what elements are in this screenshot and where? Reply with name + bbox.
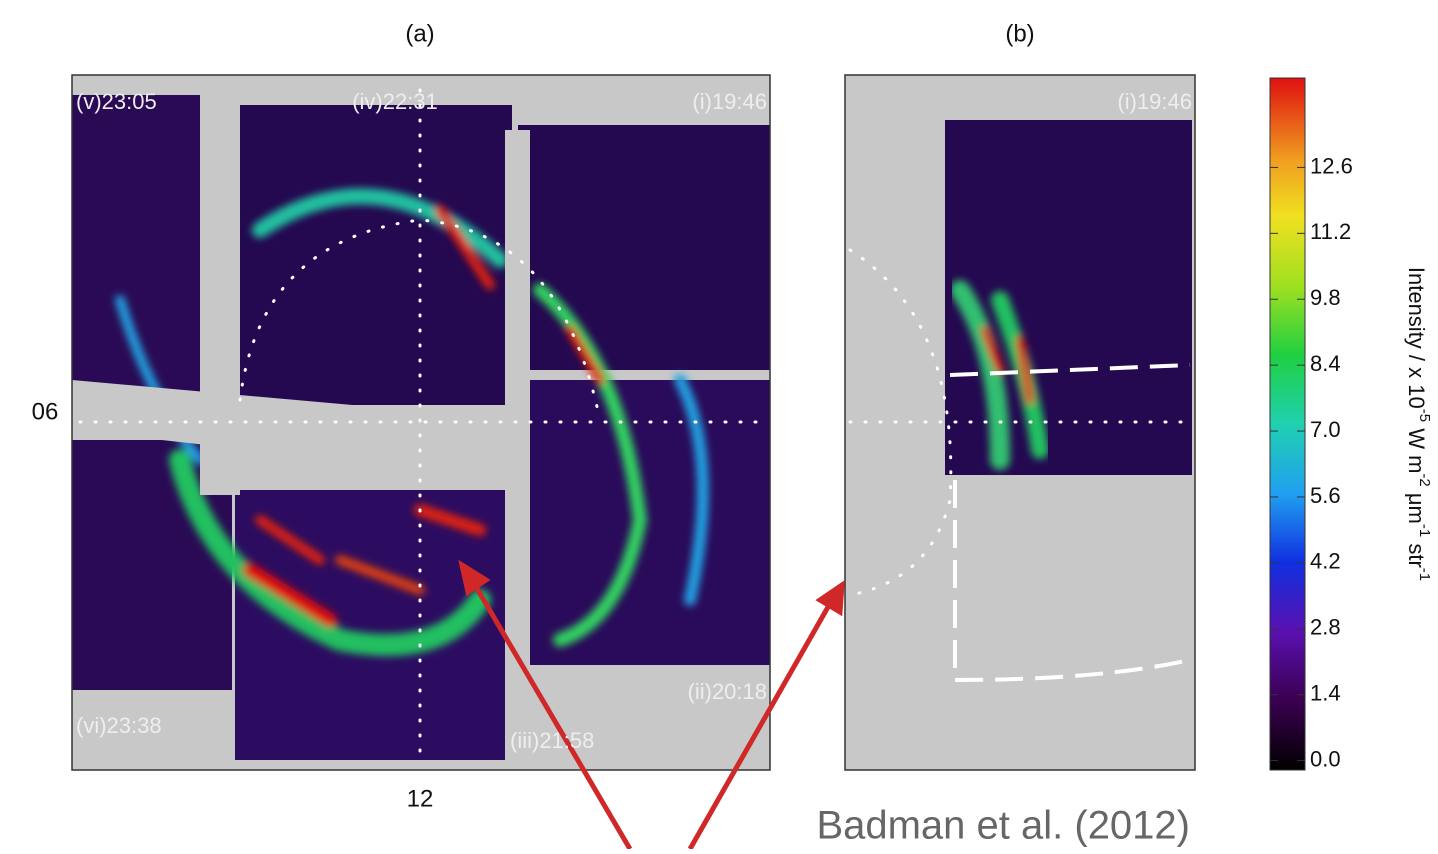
colorbar-tick-label: 5.6 xyxy=(1310,483,1341,508)
colorbar-tick-label: 2.8 xyxy=(1310,615,1341,640)
superscript: -1 xyxy=(1416,568,1433,581)
arrows xyxy=(458,559,845,851)
label-part: W m xyxy=(1404,422,1429,473)
colorbar-tick-label: 0.0 xyxy=(1310,746,1341,771)
time-label: (ii)20:18 xyxy=(688,679,767,704)
panel-a-image xyxy=(71,74,771,771)
colorbar xyxy=(1269,77,1306,771)
y-axis-label: 06 xyxy=(32,398,59,425)
superscript: -1 xyxy=(1416,524,1433,537)
time-label: (iii)21:58 xyxy=(510,728,594,753)
time-label: (i)19:46 xyxy=(1117,89,1192,114)
superscript: -5 xyxy=(1416,409,1433,422)
time-label: (vi)23:38 xyxy=(76,713,162,738)
colorbar-tick-label: 9.8 xyxy=(1310,285,1341,310)
x-axis-label: 12 xyxy=(407,785,434,812)
colorbar-tick-label: 7.0 xyxy=(1310,417,1341,442)
colorbar-tick-label: 8.4 xyxy=(1310,351,1341,376)
time-label: (i)19:46 xyxy=(692,89,767,114)
label-part: μm xyxy=(1404,487,1429,524)
colorbar-tick-label: 4.2 xyxy=(1310,549,1341,574)
time-label: (v)23:05 xyxy=(76,89,157,114)
panel-title: (a) xyxy=(405,20,434,47)
panel-b-image xyxy=(844,74,1196,771)
colorbar-tick-label: 1.4 xyxy=(1310,680,1341,705)
colorbar-label: Intensity / x 10-5 W m-2 μm-1 str-1 xyxy=(1404,267,1433,581)
colorbar-tick-label: 12.6 xyxy=(1310,153,1353,178)
panel-title: (b) xyxy=(1005,20,1034,47)
label-part: str xyxy=(1404,537,1429,568)
time-label: (iv)22:31 xyxy=(352,89,438,114)
label-part: Intensity / x 10 xyxy=(1404,267,1429,409)
superscript: -2 xyxy=(1416,473,1433,486)
colorbar-tick-label: 11.2 xyxy=(1310,219,1351,244)
citation: Badman et al. (2012) xyxy=(816,804,1190,848)
